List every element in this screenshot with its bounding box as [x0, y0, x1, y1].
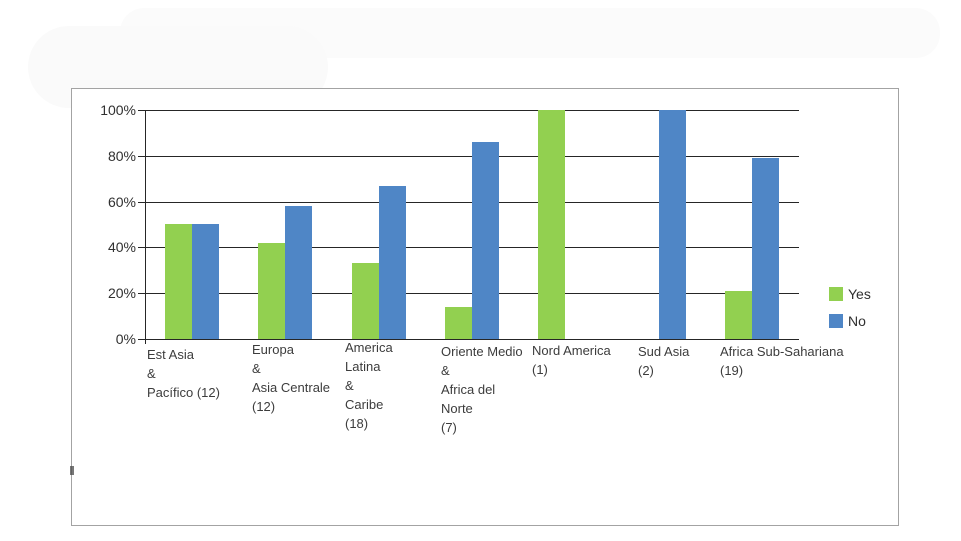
chart-frame: 100% 80% 60% 40% 20% 0% Est Asia & Pacífico (12…	[70, 88, 899, 526]
bar-yes-category-6	[725, 291, 752, 339]
y-tick-label: 40%	[107, 239, 136, 255]
legend: Yes No	[829, 286, 871, 340]
bar-no-category-0	[192, 224, 219, 339]
gridline	[138, 110, 799, 111]
x-category-label-line: Pacífico (12)	[147, 385, 220, 400]
x-category-label-line: Asia Centrale	[252, 380, 331, 395]
y-tick-label: 0%	[115, 331, 136, 347]
y-tick-label: 20%	[107, 285, 136, 301]
x-category-label-line: (19)	[720, 363, 744, 378]
bar-yes-category-0	[165, 224, 192, 339]
x-category-label: America Latina & Caribe (18)	[345, 338, 393, 433]
legend-swatch-yes	[829, 287, 843, 301]
bar-no-category-6	[752, 158, 779, 339]
legend-item-yes: Yes	[829, 286, 871, 302]
y-axis-line	[145, 110, 146, 344]
x-axis-line	[138, 339, 799, 340]
x-category-label-line: Caribe	[345, 397, 384, 412]
bar-yes-category-2	[352, 263, 379, 339]
gridline	[138, 293, 799, 294]
legend-item-no: No	[829, 313, 871, 329]
x-category-label-line: &	[147, 366, 156, 381]
x-category-label-line: (2)	[638, 363, 654, 378]
x-category-label-line: Africa Sub-Sahariana	[720, 344, 844, 359]
bar-no-category-2	[379, 186, 406, 339]
x-category-label: Africa Sub-Sahariana (19)	[720, 342, 844, 380]
x-category-label: Oriente Medio & Africa del Norte (7)	[441, 342, 523, 437]
y-tick-label: 80%	[107, 148, 136, 164]
bar-yes-category-4	[538, 110, 565, 339]
gridline	[138, 156, 799, 157]
gridline	[138, 247, 799, 248]
y-tick-label: 60%	[107, 194, 136, 210]
x-category-label: Sud Asia (2)	[638, 342, 689, 380]
x-category-label-line: (12)	[252, 399, 276, 414]
x-category-label-line: Nord America	[532, 343, 611, 358]
x-category-label-line: Norte	[441, 401, 473, 416]
x-category-label-line: (1)	[532, 362, 548, 377]
y-tick-label: 100%	[100, 102, 136, 118]
x-category-label-line: Latina	[345, 359, 381, 374]
legend-label-no: No	[848, 313, 866, 329]
x-category-label-line: (18)	[345, 416, 369, 431]
x-category-label-line: America	[345, 340, 393, 355]
x-category-label-line: (7)	[441, 420, 457, 435]
x-category-label: Europa & Asia Centrale (12)	[252, 340, 330, 416]
bar-no-category-3	[472, 142, 499, 339]
border-smudge-artifact	[70, 466, 74, 475]
x-category-label-line: Sud Asia	[638, 344, 690, 359]
x-category-label-line: &	[441, 363, 450, 378]
x-category-label: Nord America (1)	[532, 341, 611, 379]
legend-label-yes: Yes	[848, 286, 871, 302]
bar-no-category-5	[659, 110, 686, 339]
bar-no-category-1	[285, 206, 312, 339]
legend-swatch-no	[829, 314, 843, 328]
faded-watermark-artifact	[120, 8, 940, 58]
x-category-label-line: Europa	[252, 342, 294, 357]
gridline	[138, 202, 799, 203]
x-category-label-line: Oriente Medio	[441, 344, 523, 359]
x-category-label-line: Africa del	[441, 382, 496, 397]
x-category-label-line: &	[252, 361, 261, 376]
bar-yes-category-1	[258, 243, 285, 339]
x-category-label-line: Est Asia	[147, 347, 194, 362]
x-category-label: Est Asia & Pacífico (12)	[147, 345, 220, 402]
bar-yes-category-3	[445, 307, 472, 339]
x-category-label-line: &	[345, 378, 354, 393]
